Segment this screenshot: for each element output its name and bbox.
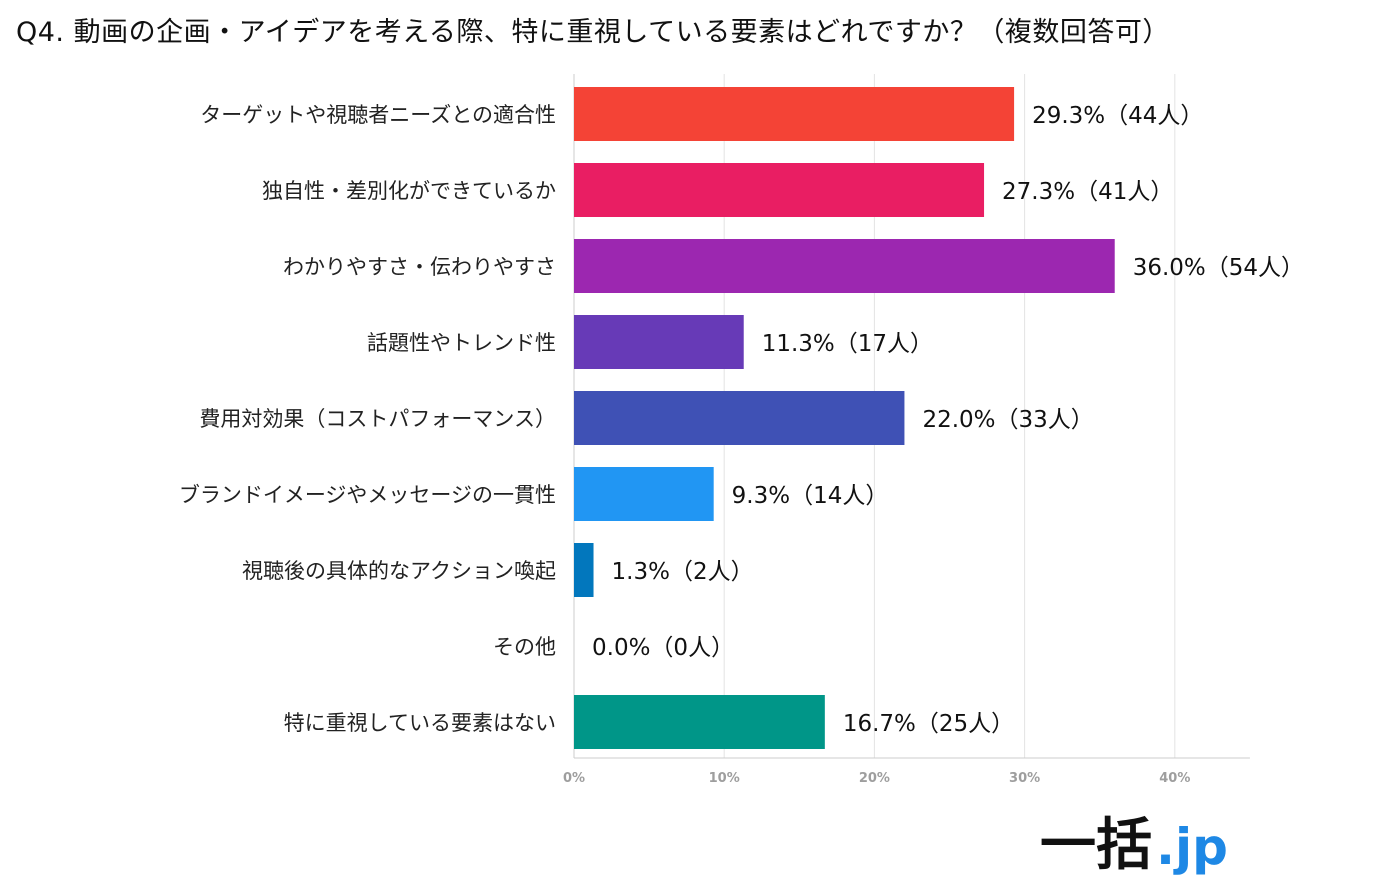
data-label: 16.7%（25人）	[843, 711, 1014, 737]
data-label: 11.3%（17人）	[762, 331, 933, 357]
logo-main-text: 一括	[1040, 813, 1152, 878]
category-label: 費用対効果（コストパフォーマンス）	[199, 407, 556, 431]
bar-chart: ターゲットや視聴者ニーズとの適合性独自性・差別化ができているかわかりやすさ・伝わ…	[179, 74, 1304, 786]
brand-logo: 一括 .jp	[1040, 808, 1270, 880]
data-label: 22.0%（33人）	[922, 407, 1093, 433]
bar	[574, 87, 1015, 141]
bar	[574, 543, 594, 597]
value-labels: 29.3%（44人） 27.3%（41人） 36.0%（54人） 11.3%（17人）…	[592, 103, 1304, 737]
bar	[574, 695, 825, 749]
x-tick-label: 20%	[859, 771, 890, 786]
x-tick-label: 10%	[709, 771, 740, 786]
data-label: 0.0%（0人）	[592, 635, 734, 661]
bar	[574, 467, 714, 521]
category-labels: ターゲットや視聴者ニーズとの適合性独自性・差別化ができているかわかりやすさ・伝わ…	[179, 103, 556, 735]
data-label: 36.0%（54人）	[1133, 255, 1304, 281]
data-label: 9.3%（14人）	[732, 483, 889, 509]
bar	[574, 163, 985, 217]
data-label: 1.3%（2人）	[612, 559, 754, 585]
chart-title: Q4. 動画の企画・アイデアを考える際、特に重視している要素はどれですか？（複数…	[16, 17, 1170, 48]
bar	[574, 239, 1115, 293]
data-label: 29.3%（44人）	[1032, 103, 1203, 129]
bars	[574, 87, 1115, 749]
x-tick-label: 0%	[563, 771, 585, 786]
bar	[574, 391, 905, 445]
data-label: 27.3%（41人）	[1002, 179, 1173, 205]
category-label: わかりやすさ・伝わりやすさ	[283, 255, 556, 279]
bar	[574, 315, 744, 369]
category-label: 話題性やトレンド性	[367, 331, 556, 355]
category-label: その他	[493, 635, 556, 659]
category-label: 視聴後の具体的なアクション喚起	[242, 559, 556, 583]
x-tick-labels: 0% 10% 20% 30% 40%	[563, 771, 1190, 786]
category-label: 特に重視している要素はない	[284, 711, 556, 735]
x-tick-label: 40%	[1159, 771, 1190, 786]
category-label: ターゲットや視聴者ニーズとの適合性	[200, 103, 556, 127]
logo-suffix-text: .jp	[1156, 818, 1228, 876]
category-label: ブランドイメージやメッセージの一貫性	[179, 483, 556, 507]
x-tick-label: 30%	[1009, 771, 1040, 786]
category-label: 独自性・差別化ができているか	[262, 179, 556, 203]
